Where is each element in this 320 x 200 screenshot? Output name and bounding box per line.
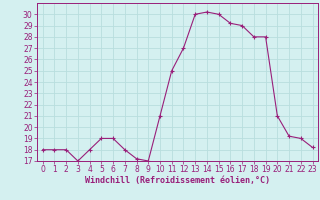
X-axis label: Windchill (Refroidissement éolien,°C): Windchill (Refroidissement éolien,°C) bbox=[85, 176, 270, 185]
